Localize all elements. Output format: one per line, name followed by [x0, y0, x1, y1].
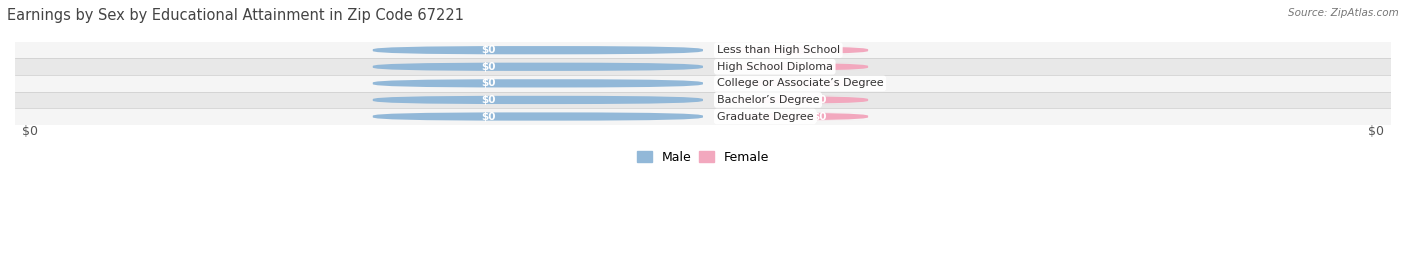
- FancyBboxPatch shape: [731, 63, 868, 71]
- FancyBboxPatch shape: [373, 79, 703, 87]
- Text: $0: $0: [481, 112, 495, 122]
- Bar: [15, 75, 1391, 92]
- Bar: [15, 108, 1391, 125]
- Text: $0: $0: [813, 112, 827, 122]
- Text: $0: $0: [481, 45, 495, 55]
- FancyBboxPatch shape: [373, 96, 703, 104]
- FancyBboxPatch shape: [373, 112, 703, 121]
- Text: College or Associate’s Degree: College or Associate’s Degree: [717, 78, 883, 88]
- Text: Less than High School: Less than High School: [717, 45, 839, 55]
- Text: Earnings by Sex by Educational Attainment in Zip Code 67221: Earnings by Sex by Educational Attainmen…: [7, 8, 464, 23]
- Text: $0: $0: [813, 45, 827, 55]
- Text: $0: $0: [22, 125, 38, 138]
- Text: $0: $0: [1368, 125, 1384, 138]
- FancyBboxPatch shape: [373, 46, 703, 54]
- Legend: Male, Female: Male, Female: [637, 151, 769, 164]
- Text: $0: $0: [813, 78, 827, 88]
- Text: Graduate Degree: Graduate Degree: [717, 112, 814, 122]
- Text: High School Diploma: High School Diploma: [717, 62, 832, 72]
- Bar: [15, 42, 1391, 58]
- FancyBboxPatch shape: [731, 96, 868, 104]
- Text: $0: $0: [481, 62, 495, 72]
- Text: $0: $0: [813, 95, 827, 105]
- Bar: [15, 92, 1391, 108]
- FancyBboxPatch shape: [373, 63, 703, 71]
- FancyBboxPatch shape: [731, 79, 868, 87]
- FancyBboxPatch shape: [731, 46, 868, 54]
- Text: $0: $0: [481, 78, 495, 88]
- Bar: [15, 58, 1391, 75]
- Text: $0: $0: [813, 62, 827, 72]
- Text: Source: ZipAtlas.com: Source: ZipAtlas.com: [1288, 8, 1399, 18]
- Text: $0: $0: [481, 95, 495, 105]
- Text: Bachelor’s Degree: Bachelor’s Degree: [717, 95, 820, 105]
- FancyBboxPatch shape: [731, 112, 868, 121]
